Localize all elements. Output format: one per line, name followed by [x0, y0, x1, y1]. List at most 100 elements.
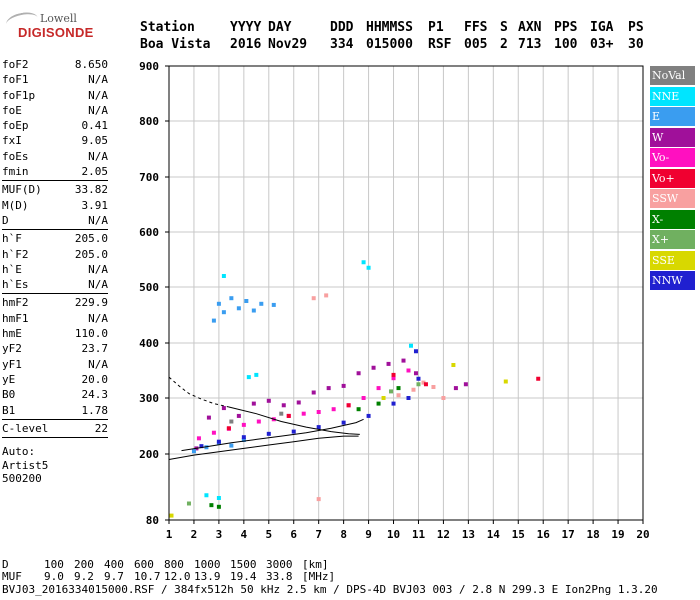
data-point — [366, 265, 371, 270]
param-name: h`F2 — [2, 247, 29, 261]
param-name: foE — [2, 103, 22, 117]
param-row: MUF(D) 33.82 — [2, 182, 108, 197]
data-point — [406, 368, 411, 373]
param-row: B1 1.78 — [2, 403, 108, 418]
x-tick-label: 9 — [365, 528, 372, 541]
data-point — [229, 419, 234, 424]
x-tick-label: 6 — [290, 528, 297, 541]
y-tick-label: 800 — [139, 115, 159, 128]
legend-item: X+ — [650, 230, 695, 249]
footer-muf-value: 9.0 — [44, 570, 64, 584]
data-point — [396, 386, 401, 391]
param-row: B0 24.3 — [2, 387, 108, 402]
footer-d-unit: [km] — [302, 558, 329, 571]
param-value: 23.7 — [81, 342, 109, 356]
x-tick-label: 12 — [437, 528, 450, 541]
x-tick-label: 18 — [586, 528, 599, 541]
digisonde-logo: Lowell DIGISONDE — [4, 8, 93, 42]
param-name: yE — [2, 372, 16, 386]
data-point — [408, 343, 413, 348]
param-row: hmF1 N/A — [2, 311, 108, 326]
param-row: yF1 N/A — [2, 357, 108, 372]
legend-item: W — [650, 127, 695, 147]
data-point — [196, 436, 201, 441]
data-point — [244, 299, 249, 303]
data-point — [216, 496, 221, 500]
data-point — [266, 398, 271, 403]
data-point — [381, 396, 386, 400]
data-point — [356, 371, 361, 376]
footer-d-value: 3000 — [266, 558, 293, 571]
header-col: HHMMSS — [366, 20, 413, 35]
x-tick-label: 3 — [216, 528, 223, 541]
header-col: YYYY — [230, 20, 262, 35]
param-row: hmF2 229.9 — [2, 295, 108, 310]
footer-d-value: 800 — [164, 558, 184, 571]
param-value: N/A — [88, 73, 108, 87]
footer-d-label: D — [2, 558, 9, 571]
param-name: C-level — [2, 421, 49, 435]
param-value: 205.0 — [74, 247, 108, 261]
data-point — [229, 443, 234, 448]
param-name: foF1p — [2, 88, 36, 102]
param-name: yF1 — [2, 357, 22, 371]
param-value: 110.0 — [74, 327, 108, 341]
parameter-panel: foF2 8.650 foF1 N/A foF1p N/A foE N/A foEp 0.41 fx… — [2, 57, 108, 486]
data-point — [221, 310, 226, 315]
footer-muf-value: 9.2 — [74, 570, 94, 584]
param-row: foF1p N/A — [2, 88, 108, 103]
data-point — [416, 376, 421, 381]
auto-line: Auto: — [2, 445, 36, 459]
param-row: h`F 205.0 — [2, 231, 108, 246]
header-col: PPS — [554, 20, 578, 35]
footer-muf-value: 12.0 — [164, 570, 191, 584]
param-separator — [2, 229, 108, 231]
data-point — [331, 407, 336, 412]
param-value: 0.41 — [81, 119, 109, 133]
y-tick-label: 600 — [139, 226, 159, 239]
param-name: D — [2, 213, 9, 227]
legend-item: NNE — [650, 86, 695, 106]
param-value: 229.9 — [74, 296, 108, 310]
header-col: FFS — [464, 20, 488, 35]
footer-d-value: 100 — [44, 558, 64, 571]
data-point — [413, 371, 418, 376]
data-point — [246, 375, 251, 380]
footer-d-value: 200 — [74, 558, 94, 571]
header-val: 005 — [464, 37, 488, 52]
header-col: IGA — [590, 20, 614, 35]
param-name: foF1 — [2, 73, 29, 87]
param-row: h`F2 205.0 — [2, 247, 108, 262]
data-point — [199, 444, 204, 449]
x-tick-label: 15 — [512, 528, 525, 541]
data-point — [316, 410, 321, 414]
data-point — [221, 406, 226, 411]
data-point — [341, 420, 346, 425]
data-point — [413, 349, 418, 354]
data-point — [241, 438, 246, 442]
x-tick-label: 17 — [562, 528, 575, 541]
data-point — [503, 379, 508, 384]
header-table: Station YYYY DAY DDD HHMMSS P1 FFS S AXN… — [140, 20, 652, 54]
data-point — [209, 503, 214, 508]
param-separator — [2, 293, 108, 295]
param-value: N/A — [88, 149, 108, 163]
data-point — [391, 376, 396, 381]
data-point — [211, 430, 216, 435]
legend-item: Vo- — [650, 148, 695, 167]
header-val: Nov29 — [268, 37, 308, 52]
param-row: D N/A — [2, 213, 108, 228]
param-value: 8.650 — [74, 58, 108, 71]
param-value: N/A — [88, 262, 108, 276]
param-row: foF2 8.650 — [2, 57, 108, 72]
trace-dashed — [168, 376, 230, 408]
data-point — [254, 372, 259, 377]
x-tick-label: 4 — [241, 528, 248, 541]
footer-info: BVJ03_2016334015000.RSF / 384fx512h 50 k… — [2, 582, 658, 596]
param-value: 3.91 — [81, 198, 109, 212]
data-point — [423, 382, 428, 387]
data-point — [346, 403, 351, 408]
param-value: N/A — [88, 278, 108, 292]
data-point — [311, 296, 316, 301]
legend-item: X- — [650, 209, 695, 229]
